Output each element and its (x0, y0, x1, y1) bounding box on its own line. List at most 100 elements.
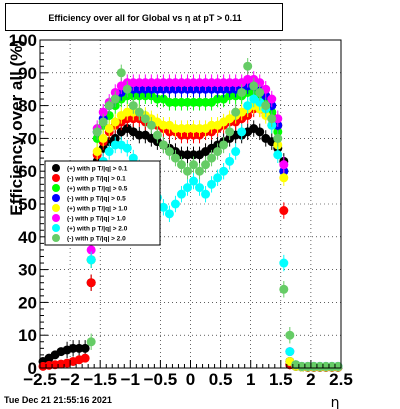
timestamp: Tue Dec 21 21:55:16 2021 (4, 395, 112, 405)
y-tick-label: 30 (18, 261, 37, 280)
x-axis-label: η (331, 395, 340, 409)
data-point (86, 255, 96, 265)
data-point (182, 166, 192, 176)
data-point (225, 156, 235, 166)
y-tick-label: 100 (9, 31, 37, 50)
data-point (122, 143, 132, 153)
legend-label: (+) with p T/|q| > 0.5 (67, 186, 128, 193)
legend-marker (52, 174, 60, 182)
legend-marker (52, 184, 60, 192)
data-point (98, 107, 108, 117)
data-point (140, 114, 150, 124)
data-point (170, 153, 180, 163)
data-point (231, 107, 241, 117)
data-point (104, 124, 114, 134)
chart-title-box: Efficiency over all for Global vs η at p… (5, 3, 283, 31)
data-point (243, 101, 253, 111)
data-point (92, 127, 102, 137)
data-point (255, 127, 265, 137)
data-point (207, 153, 217, 163)
legend-marker (52, 234, 60, 242)
data-point (98, 133, 108, 143)
legend-marker (52, 214, 60, 222)
data-point (279, 160, 289, 170)
y-tick-label: 80 (18, 97, 37, 116)
data-point (225, 127, 235, 137)
y-tick-label: 40 (18, 228, 37, 247)
x-tick-label: −1 (121, 370, 140, 389)
data-point (86, 245, 96, 255)
legend-entry: (+) with p T/|q| > 0.5 (52, 184, 128, 193)
legend-entry: (+) with p T/|q| > 0.1 (52, 164, 128, 173)
axes: −2.5 −2 −1.5 −1 −0.5 0 0.5 1 1.5 2 2.5 0 10 20 30 40 50 6… (7, 31, 353, 409)
data-point (80, 353, 90, 363)
data-point (170, 199, 180, 209)
data-point (237, 127, 247, 137)
y-tick-label: 10 (18, 326, 37, 345)
data-point (176, 160, 186, 170)
legend-entry: (-) with p T/|q| > 0.5 (52, 194, 126, 203)
legend-box (44, 160, 161, 246)
legend-label: (-) with p T/|q| > 0.1 (67, 176, 126, 183)
data-point (158, 202, 168, 212)
data-point (243, 61, 253, 71)
data-point (110, 117, 120, 127)
legend-label: (-) with p T/|q| > 1.0 (67, 216, 126, 223)
data-point (213, 173, 223, 183)
legend: (+) with p T/|q| > 0.1 (-) with p T/|q| >… (44, 160, 161, 246)
data-point (219, 140, 229, 150)
data-point (182, 183, 192, 193)
data-point (80, 343, 90, 353)
data-point (86, 337, 96, 347)
data-point (116, 68, 126, 78)
legend-label: (+) with p T/|q| > 2.0 (67, 226, 128, 233)
legend-entry: (-) with p T/|q| > 1.0 (52, 214, 126, 223)
legend-label: (+) with p T/|q| > 0.1 (67, 166, 128, 173)
legend-label: (+) with p T/|q| > 1.0 (67, 206, 128, 213)
y-tick-label: 70 (18, 129, 37, 148)
data-point (152, 130, 162, 140)
legend-marker (52, 204, 60, 212)
legend-marker (52, 194, 60, 202)
y-tick-label: 0 (28, 359, 37, 378)
legend-entry: (-) with p T/|q| > 0.1 (52, 174, 126, 183)
data-point (158, 140, 168, 150)
x-tick-label: 2 (306, 370, 315, 389)
data-point (189, 176, 199, 186)
chart-title: Efficiency over all for Global vs η at p… (48, 13, 242, 23)
data-point (267, 94, 277, 104)
data-point (92, 147, 102, 157)
legend-label: (-) with p T/|q| > 0.5 (67, 196, 126, 203)
series-8 (86, 58, 343, 371)
data-point (195, 183, 205, 193)
y-tick-label: 90 (18, 64, 37, 83)
data-point (249, 81, 259, 91)
data-point (213, 147, 223, 157)
data-marks (38, 58, 343, 372)
data-point (122, 84, 132, 94)
legend-entry: (+) with p T/|q| > 2.0 (52, 224, 128, 233)
data-point (273, 150, 283, 160)
data-point (279, 258, 289, 268)
data-point (104, 147, 114, 157)
legend-entry: (-) with p T/|q| > 2.0 (52, 234, 126, 243)
data-point (273, 133, 283, 143)
x-tick-label: −0.5 (144, 370, 178, 389)
data-point (255, 87, 265, 97)
data-point (195, 166, 205, 176)
data-point (231, 147, 241, 157)
y-tick-label: 60 (18, 162, 37, 181)
y-axis-label: Efficiency over all (%) (7, 40, 26, 216)
data-point (261, 101, 271, 111)
data-point (164, 209, 174, 219)
data-point (207, 179, 217, 189)
data-point (128, 101, 138, 111)
data-point (285, 330, 295, 340)
x-tick-label: 1.5 (269, 370, 293, 389)
data-point (333, 361, 343, 371)
data-point (134, 107, 144, 117)
y-tick-label: 50 (18, 195, 37, 214)
data-point (219, 166, 229, 176)
data-point (237, 87, 247, 97)
